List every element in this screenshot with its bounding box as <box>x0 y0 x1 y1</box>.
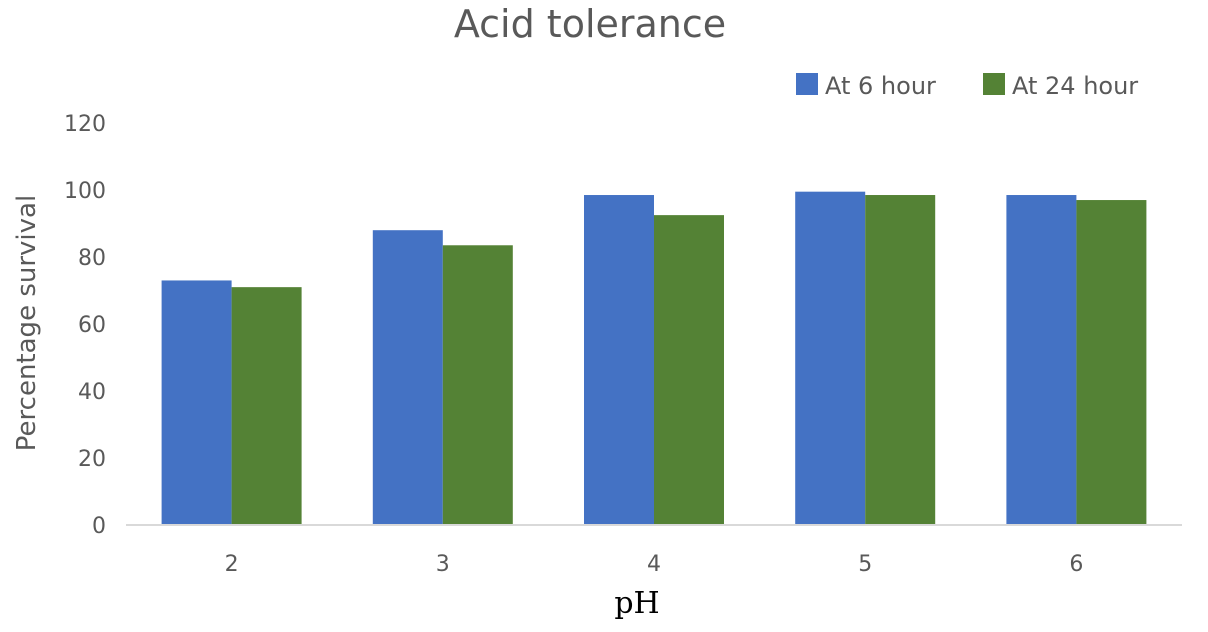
legend-label-at-24-hour: At 24 hour <box>1012 72 1138 100</box>
y-axis-label: Percentage survival <box>12 195 42 451</box>
bar-at-24-hour-ph-2 <box>231 287 302 525</box>
bar-at-24-hour-ph-5 <box>865 195 936 525</box>
bar-at-24-hour-ph-4 <box>654 215 724 525</box>
x-tick-label-4: 4 <box>647 552 661 577</box>
y-tick-label-80: 80 <box>78 246 106 271</box>
x-tick-label-6: 6 <box>1069 552 1083 577</box>
bar-at-6-hour-ph-6 <box>1006 195 1077 525</box>
chart-title: Acid tolerance <box>454 2 726 46</box>
y-tick-label-60: 60 <box>78 313 106 338</box>
bar-at-6-hour-ph-4 <box>584 195 654 525</box>
bar-at-24-hour-ph-3 <box>442 245 513 525</box>
x-axis-label: pH <box>614 586 659 621</box>
y-tick-label-0: 0 <box>92 514 106 539</box>
legend-swatch-at-6-hour <box>796 73 818 95</box>
legend: At 6 hour At 24 hour <box>796 72 1138 100</box>
bar-at-6-hour-ph-5 <box>795 191 866 526</box>
bar-at-24-hour-ph-6 <box>1076 200 1147 526</box>
legend-swatch-at-24-hour <box>983 73 1005 95</box>
y-tick-label-120: 120 <box>64 112 106 137</box>
x-tick-label-5: 5 <box>858 552 872 577</box>
y-axis-ticks: 0 20 40 60 80 100 120 <box>64 112 106 539</box>
bars <box>161 191 1147 526</box>
x-tick-label-3: 3 <box>436 552 450 577</box>
x-axis-ticks: 2 3 4 5 6 <box>225 552 1084 577</box>
bar-at-6-hour-ph-2 <box>161 280 232 525</box>
y-tick-label-20: 20 <box>78 447 106 472</box>
y-tick-label-100: 100 <box>64 179 106 204</box>
x-tick-label-2: 2 <box>225 552 239 577</box>
legend-label-at-6-hour: At 6 hour <box>825 72 936 100</box>
y-tick-label-40: 40 <box>78 380 106 405</box>
bar-at-6-hour-ph-3 <box>372 230 443 525</box>
